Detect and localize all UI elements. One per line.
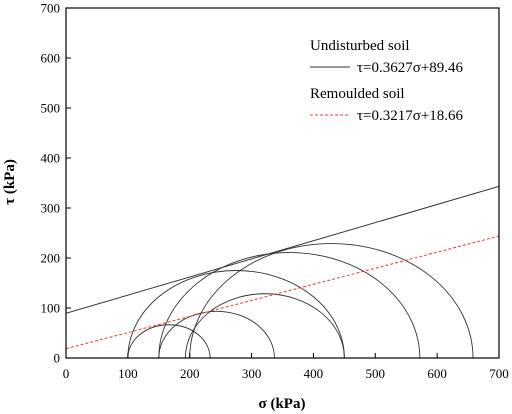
x-tick-label-700: 700 bbox=[489, 366, 509, 381]
y-tick-label-300: 300 bbox=[41, 201, 61, 216]
mohr-circle-5 bbox=[158, 252, 421, 358]
mohr-circle-4 bbox=[127, 270, 345, 358]
x-tick-label-600: 600 bbox=[427, 366, 447, 381]
remoulded-envelope-line bbox=[66, 235, 499, 350]
mohr-circle-1 bbox=[127, 324, 211, 358]
plot-frame bbox=[65, 7, 500, 359]
legend-remoulded-name: Remoulded soil bbox=[310, 86, 405, 102]
y-axis-title: τ (kPa) bbox=[2, 159, 18, 205]
mohr-circle-6 bbox=[189, 243, 474, 358]
mohr-circle-3 bbox=[184, 293, 345, 358]
x-tick-label-300: 300 bbox=[242, 366, 262, 381]
x-tick-label-400: 400 bbox=[304, 366, 324, 381]
y-tick-label-700: 700 bbox=[41, 1, 61, 16]
x-axis-title: σ (kPa) bbox=[259, 396, 306, 412]
undisturbed-envelope-line bbox=[66, 185, 499, 314]
mohr-circle-2 bbox=[158, 310, 275, 358]
x-tick-label-200: 200 bbox=[180, 366, 200, 381]
y-tick-label-500: 500 bbox=[41, 101, 61, 116]
x-tick-label-100: 100 bbox=[118, 366, 138, 381]
legend-remoulded-equation: τ=0.3217σ+18.66 bbox=[357, 108, 464, 124]
y-tick-label-0: 0 bbox=[54, 351, 61, 366]
y-tick-label-100: 100 bbox=[41, 301, 61, 316]
x-tick-label-0: 0 bbox=[63, 366, 70, 381]
plot-area bbox=[66, 185, 499, 358]
y-tick-label-200: 200 bbox=[41, 251, 61, 266]
y-tick-label-600: 600 bbox=[41, 51, 61, 66]
legend-undisturbed-equation: τ=0.3627σ+89.46 bbox=[357, 60, 464, 76]
legend: Undisturbed soil τ=0.3627σ+89.46 Remould… bbox=[310, 38, 464, 124]
legend-undisturbed-name: Undisturbed soil bbox=[310, 38, 410, 54]
y-tick-label-400: 400 bbox=[41, 151, 61, 166]
axes: 0 100 200 300 400 500 600 700 0 100 200 300 400 500 60… bbox=[41, 1, 509, 382]
x-tick-label-500: 500 bbox=[366, 366, 386, 381]
